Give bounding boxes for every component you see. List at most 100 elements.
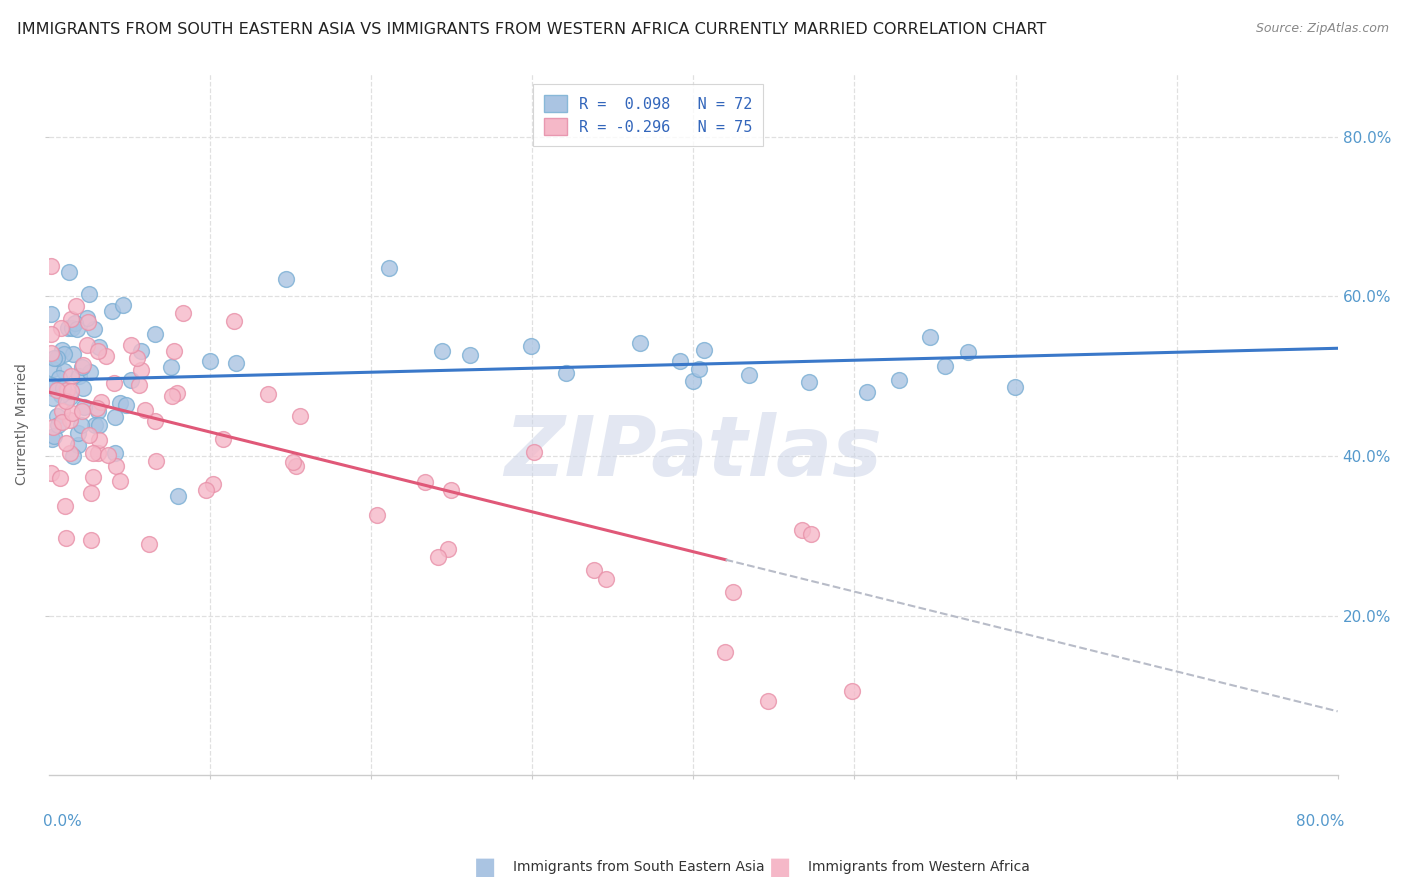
Point bbox=[934, 359, 956, 373]
Point bbox=[583, 563, 606, 577]
Text: Immigrants from Western Africa: Immigrants from Western Africa bbox=[808, 860, 1031, 874]
Point bbox=[198, 353, 221, 368]
Point bbox=[145, 414, 167, 428]
Point bbox=[555, 366, 578, 380]
Point bbox=[104, 409, 127, 424]
Point bbox=[211, 432, 233, 446]
Point bbox=[127, 351, 149, 366]
Point bbox=[713, 645, 735, 659]
Point bbox=[46, 418, 69, 433]
Point bbox=[920, 330, 942, 344]
Point bbox=[59, 446, 82, 460]
Point bbox=[129, 363, 152, 377]
Text: 0.0%: 0.0% bbox=[42, 814, 82, 829]
Point bbox=[80, 533, 103, 548]
Point bbox=[48, 371, 70, 385]
Point bbox=[59, 413, 82, 427]
Point bbox=[83, 322, 105, 336]
Point bbox=[42, 391, 65, 405]
Point bbox=[957, 344, 980, 359]
Point bbox=[79, 287, 101, 301]
Point bbox=[41, 381, 63, 395]
Point bbox=[225, 356, 247, 370]
Point bbox=[377, 261, 399, 276]
Point bbox=[458, 348, 481, 362]
Point bbox=[114, 398, 136, 412]
Point bbox=[84, 417, 107, 432]
Point bbox=[52, 346, 75, 360]
Point bbox=[77, 314, 100, 328]
Point bbox=[366, 508, 388, 522]
Point bbox=[87, 433, 110, 447]
Point bbox=[49, 388, 72, 402]
Point bbox=[51, 343, 73, 357]
Point bbox=[723, 584, 745, 599]
Point bbox=[62, 347, 84, 361]
Point bbox=[67, 437, 90, 451]
Point bbox=[67, 425, 90, 440]
Point bbox=[45, 351, 67, 365]
Point bbox=[56, 384, 79, 398]
Point bbox=[53, 499, 76, 513]
Point bbox=[103, 376, 125, 390]
Point bbox=[138, 537, 160, 551]
Point bbox=[105, 459, 128, 474]
Point bbox=[73, 400, 96, 414]
Point bbox=[79, 486, 101, 500]
Point bbox=[274, 272, 297, 286]
Point bbox=[427, 549, 450, 564]
Point bbox=[194, 483, 217, 498]
Point bbox=[224, 314, 246, 328]
Point bbox=[39, 327, 62, 342]
Point bbox=[841, 683, 863, 698]
Point bbox=[86, 343, 108, 358]
Text: Immigrants from South Eastern Asia: Immigrants from South Eastern Asia bbox=[513, 860, 765, 874]
Point bbox=[97, 448, 120, 462]
Point bbox=[55, 532, 77, 546]
Point bbox=[41, 420, 63, 434]
Point bbox=[70, 404, 93, 418]
Point bbox=[1004, 380, 1026, 394]
Point bbox=[45, 409, 67, 424]
Point bbox=[55, 394, 77, 409]
Point bbox=[145, 454, 167, 468]
Point bbox=[104, 446, 127, 460]
Point bbox=[66, 322, 89, 336]
Point bbox=[59, 390, 82, 404]
Point bbox=[63, 316, 86, 330]
Point bbox=[60, 369, 83, 384]
Point bbox=[172, 306, 194, 320]
Point bbox=[283, 455, 305, 469]
Point bbox=[45, 384, 67, 398]
Point bbox=[162, 389, 184, 403]
Point bbox=[628, 335, 651, 350]
Point bbox=[62, 449, 84, 463]
Point bbox=[79, 365, 101, 379]
Text: Source: ZipAtlas.com: Source: ZipAtlas.com bbox=[1256, 22, 1389, 36]
Point bbox=[72, 358, 94, 372]
Point bbox=[55, 435, 77, 450]
Point bbox=[108, 396, 131, 410]
Point bbox=[134, 402, 156, 417]
Point bbox=[797, 375, 820, 389]
Point bbox=[72, 380, 94, 394]
Point bbox=[53, 364, 76, 378]
Point bbox=[77, 428, 100, 442]
Point bbox=[51, 415, 73, 429]
Point bbox=[82, 446, 104, 460]
Point bbox=[65, 300, 87, 314]
Point bbox=[94, 349, 117, 363]
Point bbox=[76, 311, 98, 326]
Point bbox=[39, 346, 62, 360]
Point bbox=[440, 483, 463, 497]
Point bbox=[90, 395, 112, 409]
Point bbox=[129, 344, 152, 359]
Legend: R =  0.098   N = 72, R = -0.296   N = 75: R = 0.098 N = 72, R = -0.296 N = 75 bbox=[533, 84, 763, 146]
Point bbox=[51, 403, 73, 417]
Point bbox=[437, 541, 460, 556]
Point bbox=[290, 409, 312, 423]
Point bbox=[39, 260, 62, 274]
Point bbox=[520, 338, 543, 352]
Text: ZIPatlas: ZIPatlas bbox=[505, 412, 883, 492]
Point bbox=[430, 344, 453, 359]
